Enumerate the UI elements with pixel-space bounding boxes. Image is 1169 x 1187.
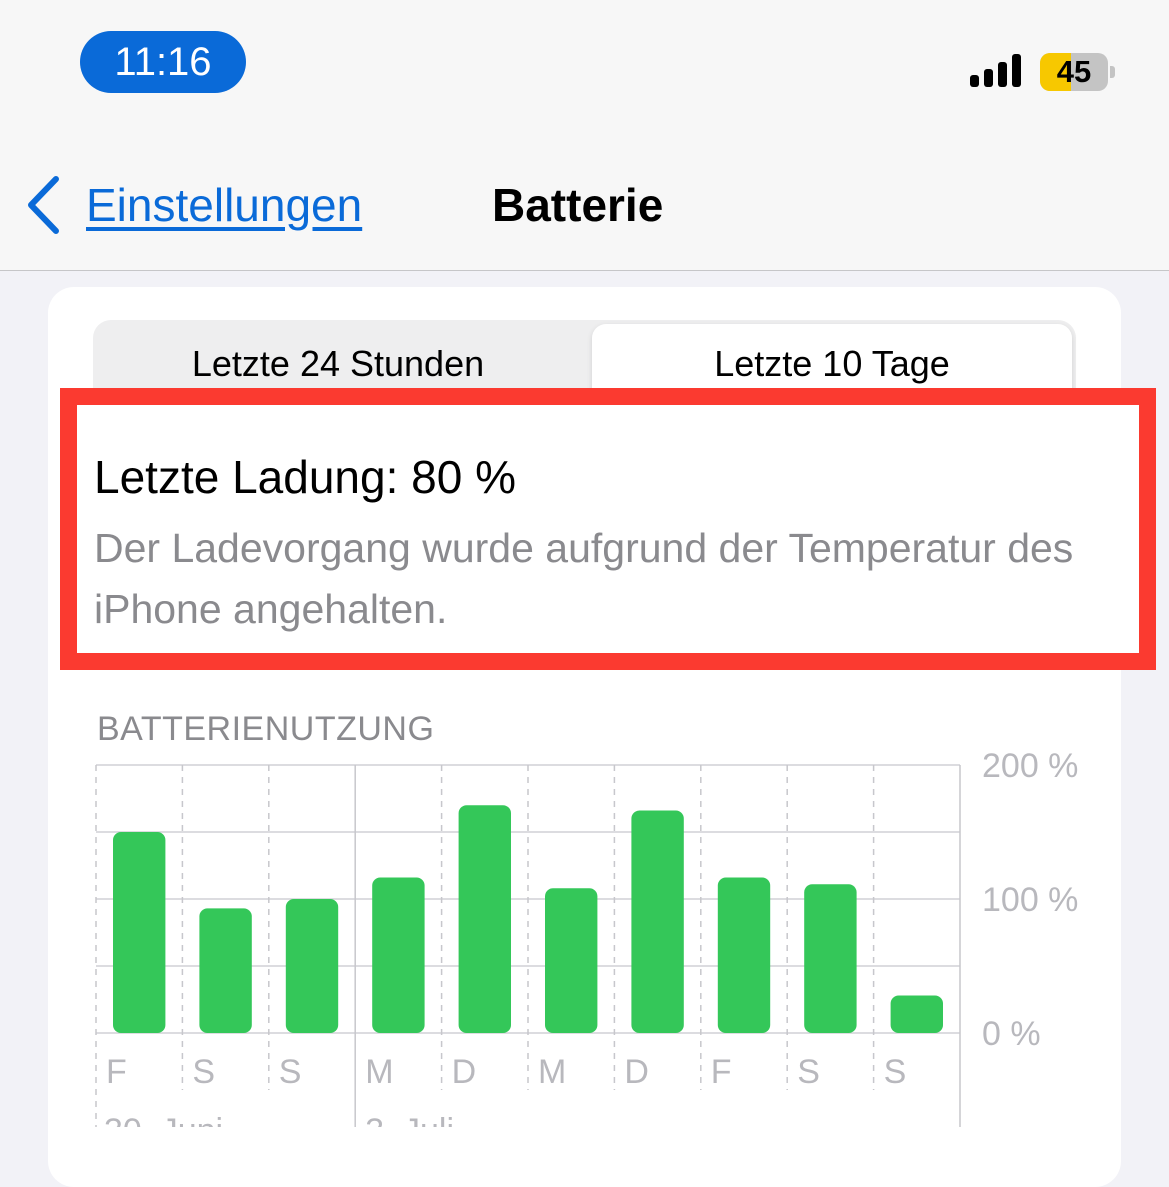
day-label: S xyxy=(884,1053,907,1091)
day-label: D xyxy=(624,1053,649,1091)
cellular-signal-icon xyxy=(970,54,1021,87)
usage-bar xyxy=(804,884,857,1033)
highlight-box xyxy=(60,388,1156,670)
day-label: S xyxy=(279,1053,302,1091)
y-tick-label: 100 % xyxy=(982,881,1078,919)
battery-usage-chart: F S S M D M D F S S 200 % 100 % 0 % 30. Juni 3. Juli xyxy=(95,747,1078,1127)
page-title: Batterie xyxy=(492,179,664,231)
battery-level: 45 xyxy=(1056,54,1092,89)
last-charge-description: Der Ladevorgang wurde aufgrund der Tempe… xyxy=(94,525,1074,632)
last-charge-title: Letzte Ladung: 80 % xyxy=(94,451,516,503)
navigation-header: 11:16 45 Einstellungen Batterie xyxy=(0,0,1169,271)
usage-bar xyxy=(113,832,166,1033)
day-label: M xyxy=(538,1053,566,1091)
battery-nub xyxy=(1110,66,1115,78)
tab-last-24-hours[interactable]: Letzte 24 Stunden xyxy=(191,343,485,384)
usage-bar xyxy=(890,995,943,1033)
usage-bar xyxy=(631,810,684,1033)
back-button[interactable]: Einstellungen xyxy=(24,175,362,235)
usage-bar xyxy=(199,908,252,1033)
chevron-left-icon xyxy=(28,176,59,234)
usage-bar xyxy=(372,877,425,1033)
day-label: F xyxy=(711,1053,732,1091)
y-tick-label: 200 % xyxy=(982,747,1078,785)
status-time: 11:16 xyxy=(80,31,246,93)
date-label: 3. Juli xyxy=(365,1112,454,1127)
usage-bar xyxy=(545,888,598,1033)
battery-usage-header: BATTERIENUTZUNG xyxy=(97,710,435,748)
day-label: F xyxy=(106,1053,127,1091)
day-label: S xyxy=(797,1053,820,1091)
battery-icon: 45 xyxy=(1040,53,1108,91)
day-label: S xyxy=(192,1053,215,1091)
day-label: M xyxy=(365,1053,393,1091)
usage-bar xyxy=(458,805,511,1033)
y-tick-label: 0 % xyxy=(982,1015,1041,1053)
usage-bar xyxy=(717,877,771,1033)
date-label: 30. Juni xyxy=(104,1112,223,1127)
back-label: Einstellungen xyxy=(86,179,363,231)
day-label: D xyxy=(452,1053,477,1091)
usage-bar xyxy=(285,899,339,1033)
